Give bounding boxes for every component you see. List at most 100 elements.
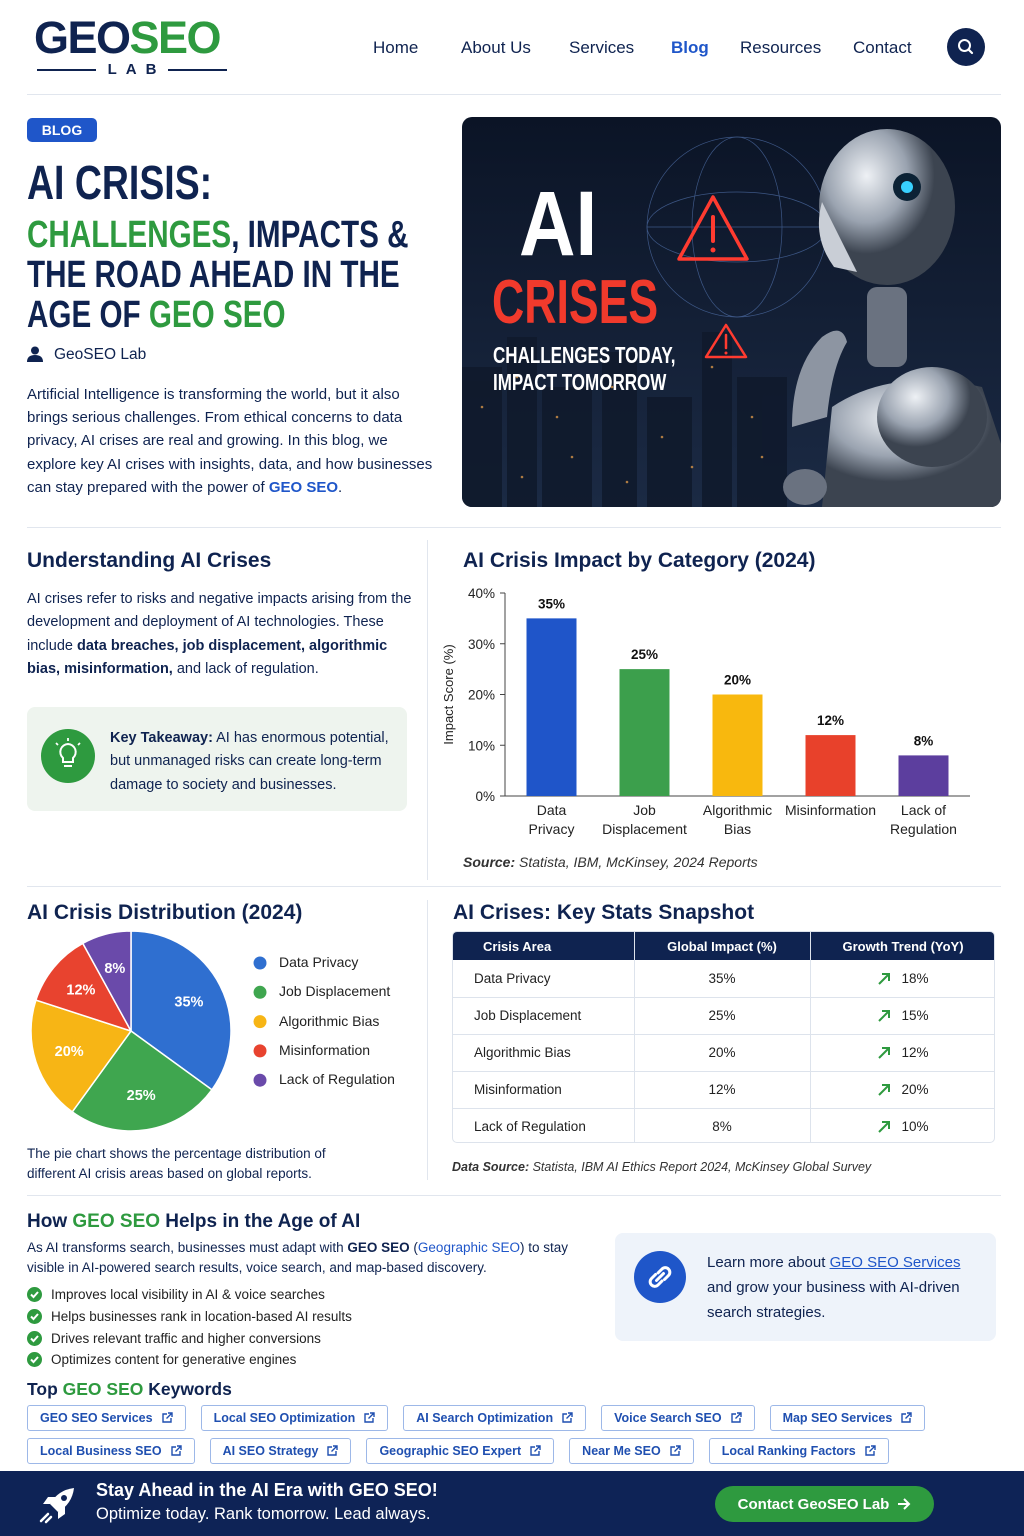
x-tick-label: Data Privacy	[528, 802, 575, 837]
icon-shape	[170, 1445, 182, 1456]
title-line: AI CRISIS:	[27, 153, 408, 215]
value-label: 20%	[724, 673, 751, 688]
keyword-chip[interactable]: AI Search Optimization	[403, 1405, 587, 1431]
benefit-text: Helps businesses rank in location-based …	[51, 1309, 352, 1325]
chip-label: GEO SEO Services	[40, 1411, 153, 1425]
keyword-chips: GEO SEO Services Local SEO Optimization AI…	[27, 1405, 926, 1471]
badge: BLOG	[27, 118, 97, 142]
nav-link[interactable]: Contact	[853, 38, 912, 57]
slice-label: 12%	[66, 983, 95, 999]
hero-image	[462, 117, 1001, 507]
path-shape	[704, 323, 748, 359]
cell-text: 18%	[901, 971, 929, 986]
check-mark	[30, 1313, 39, 1321]
text-segment: GEO SEO	[72, 1211, 161, 1232]
section-text: AI crises refer to risks and negative im…	[27, 588, 412, 681]
logo[interactable]: GEOSEO	[34, 12, 222, 64]
source-text: Statista, IBM, McKinsey, 2024 Reports	[519, 854, 758, 870]
circle-shape	[520, 475, 524, 479]
icon-shape	[901, 1412, 913, 1423]
arrow-shape	[878, 1083, 891, 1096]
external-link-icon	[327, 1445, 339, 1456]
chip-label: Geographic SEO Expert	[379, 1444, 522, 1458]
keyword-chip[interactable]: Local SEO Optimization	[200, 1405, 389, 1431]
keyword-chip[interactable]: Near Me SEO	[569, 1438, 694, 1464]
pie-slice	[71, 1029, 213, 1132]
search-button[interactable]	[947, 28, 985, 66]
span-shape: SEO	[129, 12, 222, 63]
keyword-chip[interactable]: Local Business SEO	[27, 1438, 195, 1464]
chip-label: Near Me SEO	[582, 1444, 661, 1458]
text-segment: Helps in the Age of AI	[160, 1211, 361, 1232]
keyword-chip[interactable]: GEO SEO Services	[27, 1405, 186, 1431]
circle-shape	[901, 181, 913, 193]
keyword-chip[interactable]: Geographic SEO Expert	[366, 1438, 555, 1464]
table-cell: Job Displacement	[474, 997, 634, 1034]
source-label: Data Source:	[452, 1160, 530, 1174]
chip-label: AI SEO Strategy	[222, 1444, 319, 1458]
path-shape	[27, 355, 43, 362]
cell-text: 20%	[901, 1082, 929, 1097]
benefit-text: Improves local visibility in AI & voice …	[51, 1287, 325, 1303]
rect-shape	[702, 332, 732, 507]
legend-label: Misinformation	[279, 1041, 371, 1058]
slice-label: 25%	[127, 1088, 156, 1104]
external-link-icon	[562, 1412, 573, 1423]
table-source: Data Source: Statista, IBM AI Ethics Rep…	[452, 1160, 871, 1174]
nav-link[interactable]: Home	[373, 38, 419, 57]
divider	[27, 94, 1001, 95]
text-segment: Learn more about	[707, 1254, 830, 1271]
bulb-icon	[41, 729, 95, 783]
nav-link[interactable]: Services	[569, 38, 635, 57]
cell-text: 35%	[708, 971, 736, 986]
source-label: Source:	[463, 854, 516, 870]
icon-shape	[562, 1412, 573, 1423]
external-link-icon	[364, 1412, 375, 1423]
span-shape	[37, 68, 96, 71]
title-line: AGE OF GEO SEO	[27, 295, 408, 335]
image-title: AI	[519, 173, 598, 275]
legend-swatch	[253, 1073, 267, 1087]
cta-title: Stay Ahead in the AI Era with GEO SEO!	[96, 1480, 438, 1500]
check-mark	[30, 1356, 39, 1364]
pie-slice	[81, 930, 132, 1032]
cell-text: 20%	[708, 1045, 736, 1060]
keyword-chip[interactable]: Map SEO Services	[769, 1405, 926, 1431]
nav-link[interactable]: About Us	[461, 38, 531, 57]
text-segment: Top	[27, 1379, 63, 1399]
divider	[27, 1195, 1001, 1196]
chart-title: AI Crisis Distribution (2024)	[27, 901, 303, 924]
row-divider	[453, 1071, 994, 1072]
header-cell: Growth Trend (YoY)	[842, 938, 964, 954]
path-shape	[818, 202, 857, 272]
path-shape	[792, 330, 847, 427]
external-link-icon	[865, 1445, 876, 1456]
nav-link[interactable]: Resources	[740, 38, 822, 57]
table-cell: 10%	[810, 1108, 994, 1142]
section-heading: AI Crises: Key Stats Snapshot	[453, 901, 755, 924]
keyword-chip[interactable]: Local Ranking Factors	[708, 1438, 889, 1464]
benefit-item: Optimizes content for generative engines	[27, 1349, 352, 1371]
legend-swatch	[253, 1044, 267, 1058]
circle-shape	[570, 455, 574, 459]
span-shape: GEO	[34, 12, 131, 63]
table-cell: 20%	[634, 1034, 810, 1071]
hero-title: AI CRISIS: CHALLENGES, IMPACTS & THE ROAD …	[27, 153, 516, 335]
keyword-chip[interactable]: Voice Search SEO	[601, 1405, 755, 1431]
takeaway-text: Key Takeaway: AI has enormous potential,…	[110, 727, 400, 797]
arrow-shape	[878, 1046, 891, 1059]
text-segment: and lack of regulation.	[172, 660, 319, 677]
image-subtitle: IMPACT TOMORROW	[493, 369, 667, 395]
bar	[805, 735, 856, 796]
nav-link-active[interactable]: Blog	[671, 38, 709, 57]
keyword-chip[interactable]: AI SEO Strategy	[209, 1438, 352, 1464]
trend-arrow	[878, 1009, 891, 1022]
row-divider	[453, 997, 994, 998]
cta-button[interactable]: Contact GeoSEO Lab	[715, 1486, 934, 1522]
legend-swatch	[253, 985, 267, 999]
path-shape	[59, 742, 77, 763]
ellipse-shape	[819, 129, 955, 285]
slice-label: 8%	[104, 961, 125, 977]
header-cell: Crisis Area	[483, 938, 552, 954]
